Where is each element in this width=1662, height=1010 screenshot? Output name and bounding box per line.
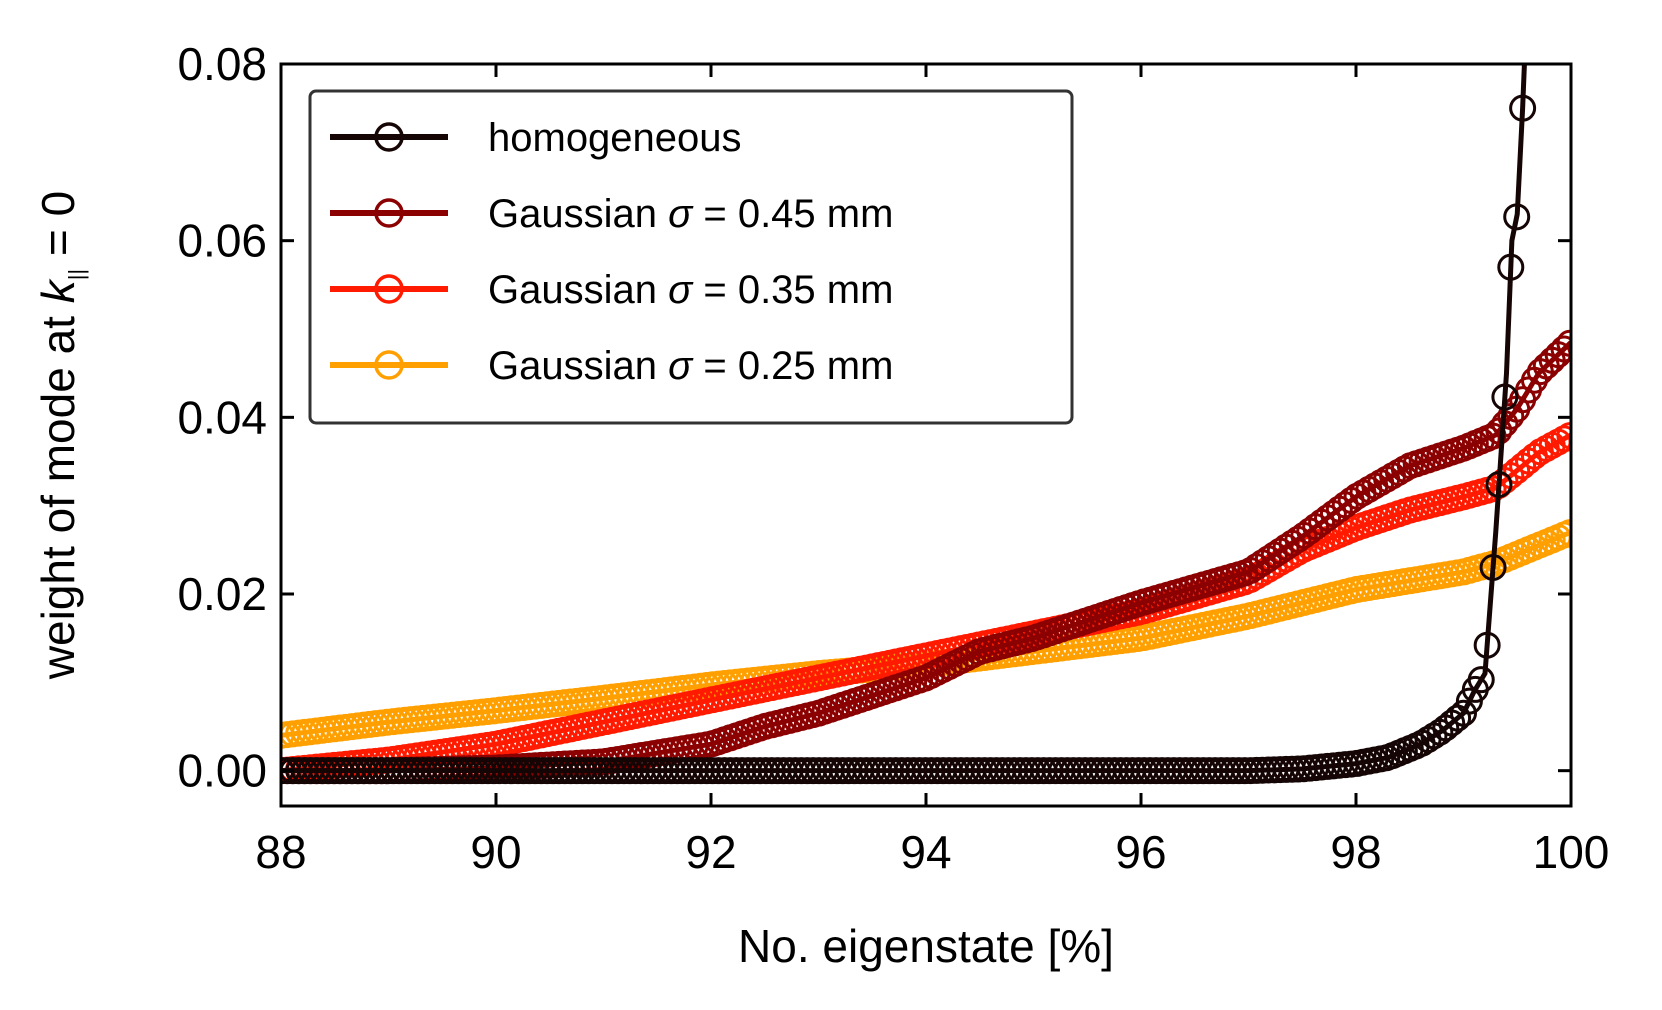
series-3-marker-200 [1450, 699, 1477, 727]
legend-label-1: Gaussian σ = 0.45 mm [488, 192, 893, 236]
series-2-marker-217 [1550, 335, 1571, 363]
y-tick-label-1: 0.02 [177, 568, 267, 620]
x-tick-label-6: 100 [1533, 826, 1610, 878]
x-tick-label-1: 90 [470, 826, 521, 878]
y-tick-label-3: 0.06 [177, 215, 267, 267]
series-3-marker-207 [1491, 383, 1519, 411]
x-tick-label-0: 88 [255, 826, 306, 878]
x-axis-label: No. eigenstate [%] [738, 920, 1114, 972]
y-axis-label-subscript: || [64, 269, 89, 280]
y-tick-label-2: 0.04 [177, 391, 267, 443]
series-3-marker-209 [1503, 203, 1531, 231]
x-tick-label-3: 94 [900, 826, 951, 878]
legend-label-2: Gaussian σ = 0.35 mm [488, 268, 893, 312]
y-axis-label-k: k [32, 278, 84, 303]
x-tick-label-5: 98 [1330, 826, 1381, 878]
legend-marker-1 [374, 198, 404, 228]
series-line-3 [281, 64, 1527, 774]
x-tick-label-2: 92 [685, 826, 736, 878]
legend-marker-2 [374, 274, 404, 304]
series-3 [281, 64, 1537, 785]
series-3-marker-206 [1485, 470, 1513, 498]
series-layer [281, 64, 1571, 785]
legend-box [308, 89, 1074, 425]
y-axis-label: weight of mode at k|| = 0 [32, 191, 89, 680]
legend-marker-0 [374, 122, 404, 152]
series-3-marker-208 [1497, 253, 1525, 281]
tick-layer: 88 90 92 94 96 98 100 0.00 0.02 0.04 0.06 0.08 [177, 38, 1609, 878]
series-3-marker-204 [1473, 631, 1501, 659]
series-3-marker-205 [1479, 554, 1507, 581]
y-axis-label-prefix: weight of mode at [32, 303, 84, 680]
x-tick-label-4: 96 [1115, 826, 1166, 878]
legend: homogeneous Gaussian σ = 0.45 mm Gaussian … [308, 89, 1074, 425]
series-3-marker-210 [1509, 94, 1537, 122]
y-tick-label-0: 0.00 [177, 745, 267, 797]
y-tick-label-4: 0.08 [177, 38, 267, 90]
legend-marker-3 [374, 350, 404, 380]
series-3-marker-203 [1467, 666, 1495, 694]
legend-label-3: Gaussian σ = 0.25 mm [488, 344, 893, 388]
y-axis-label-suffix: = 0 [32, 191, 84, 269]
legend-label-0: homogeneous [488, 116, 742, 160]
